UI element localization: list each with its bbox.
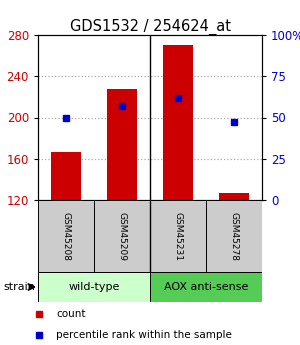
Bar [106, 89, 137, 200]
Text: percentile rank within the sample: percentile rank within the sample [56, 331, 232, 341]
Bar [150, 272, 262, 302]
Bar [38, 272, 150, 302]
Text: wild-type: wild-type [68, 282, 120, 292]
Bar [206, 200, 262, 272]
Text: count: count [56, 308, 85, 318]
Text: GSM45231: GSM45231 [173, 211, 182, 260]
Bar [150, 200, 206, 272]
Bar [163, 45, 194, 200]
Text: AOX anti-sense: AOX anti-sense [164, 282, 248, 292]
Bar [94, 200, 150, 272]
Bar [38, 200, 94, 272]
Title: GDS1532 / 254624_at: GDS1532 / 254624_at [70, 19, 230, 35]
Text: GSM45209: GSM45209 [118, 211, 127, 260]
Text: GSM45208: GSM45208 [61, 211, 70, 260]
Bar [51, 151, 81, 200]
Text: GSM45278: GSM45278 [230, 211, 238, 260]
Text: strain: strain [3, 282, 35, 292]
Bar [219, 193, 249, 200]
